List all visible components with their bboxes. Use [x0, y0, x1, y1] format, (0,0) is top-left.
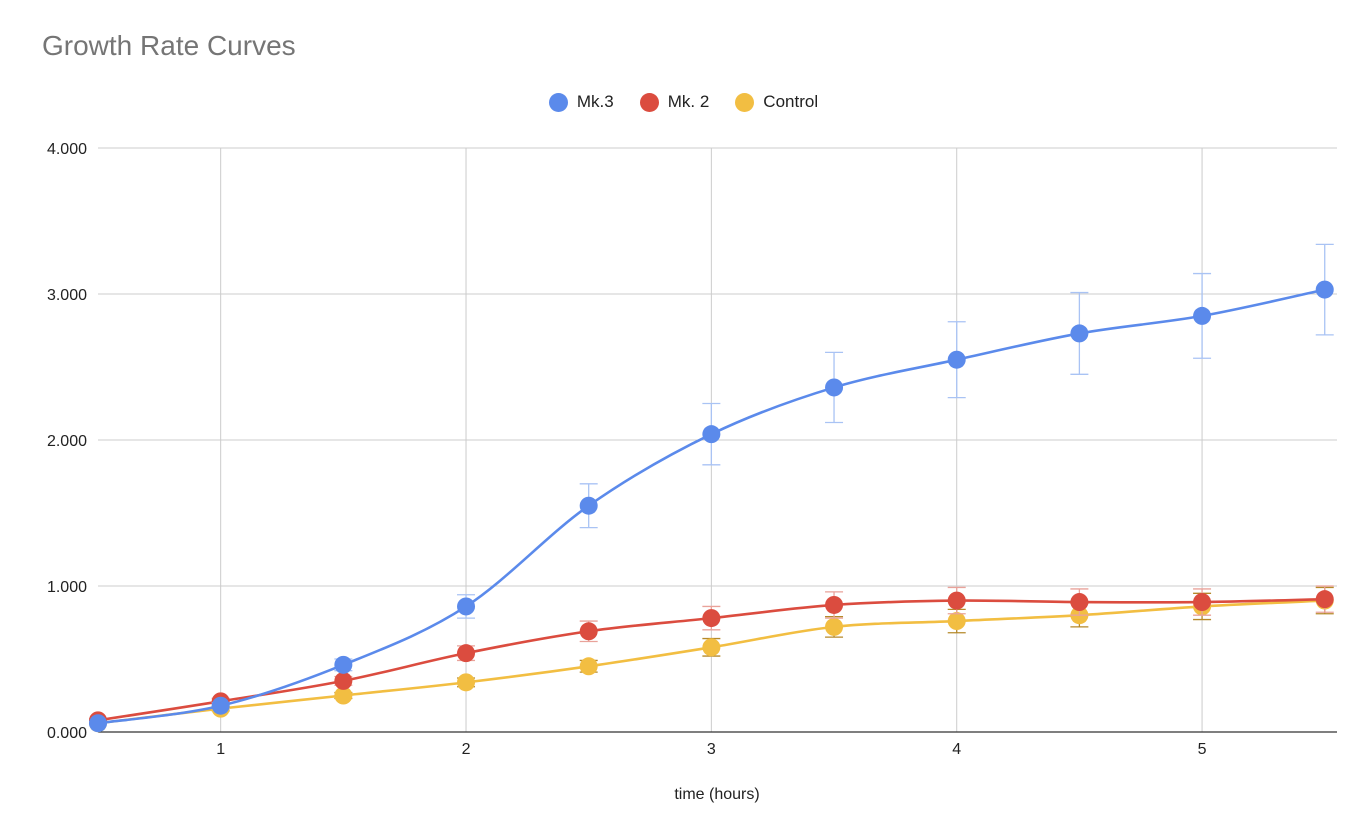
axes: 0.000 1.000 2.000 3.000 4.000 1 2 3 4 5	[47, 141, 1337, 758]
chart-title: Growth Rate Curves	[42, 30, 296, 61]
series-mk3	[89, 243, 1334, 733]
data-point	[825, 378, 844, 397]
legend-item-mk3[interactable]: Mk.3	[548, 92, 614, 112]
y-tick-label: 4.000	[47, 141, 87, 158]
data-point	[1315, 590, 1334, 609]
series	[89, 243, 1334, 733]
data-point	[1315, 280, 1334, 299]
data-point	[457, 644, 476, 663]
data-point	[579, 622, 598, 641]
data-point	[947, 612, 966, 631]
data-point	[702, 425, 721, 444]
x-tick-label: 2	[462, 741, 471, 758]
data-point	[825, 617, 844, 636]
legend: Mk.3 Mk. 2 Control	[0, 90, 1367, 114]
grid	[98, 147, 1337, 732]
data-point	[457, 673, 476, 692]
data-point	[1193, 306, 1212, 325]
x-tick-label: 5	[1198, 741, 1207, 758]
data-point	[457, 597, 476, 616]
data-point	[1070, 593, 1089, 612]
data-point	[702, 638, 721, 657]
x-tick-label: 3	[707, 741, 716, 758]
x-axis-title: time (hours)	[674, 786, 760, 803]
y-tick-label: 2.000	[47, 433, 87, 450]
data-point	[947, 591, 966, 610]
data-point	[1070, 324, 1089, 343]
data-point	[334, 686, 353, 705]
data-point	[211, 696, 230, 715]
legend-label-control: Control	[763, 92, 819, 111]
y-tick-label: 3.000	[47, 287, 87, 304]
data-point	[89, 714, 107, 733]
legend-item-control[interactable]: Control	[735, 92, 818, 112]
y-tick-label: 1.000	[47, 579, 87, 596]
data-point	[825, 595, 844, 614]
legend-swatch-mk2	[639, 92, 659, 112]
x-tick-label: 1	[216, 741, 225, 758]
data-point	[702, 609, 721, 628]
data-point	[1193, 593, 1212, 612]
legend-label-mk2: Mk. 2	[667, 92, 710, 111]
legend-item-mk2[interactable]: Mk. 2	[639, 92, 710, 112]
legend-label-mk3: Mk.3	[576, 92, 614, 111]
data-point	[947, 350, 966, 369]
data-point	[334, 671, 353, 690]
data-point	[334, 655, 353, 674]
data-point	[579, 657, 598, 676]
legend-swatch-control	[735, 92, 755, 112]
x-tick-label: 4	[952, 741, 961, 758]
legend-swatch-mk3	[548, 92, 568, 112]
data-point	[579, 496, 598, 515]
y-tick-label: 0.000	[47, 725, 87, 742]
